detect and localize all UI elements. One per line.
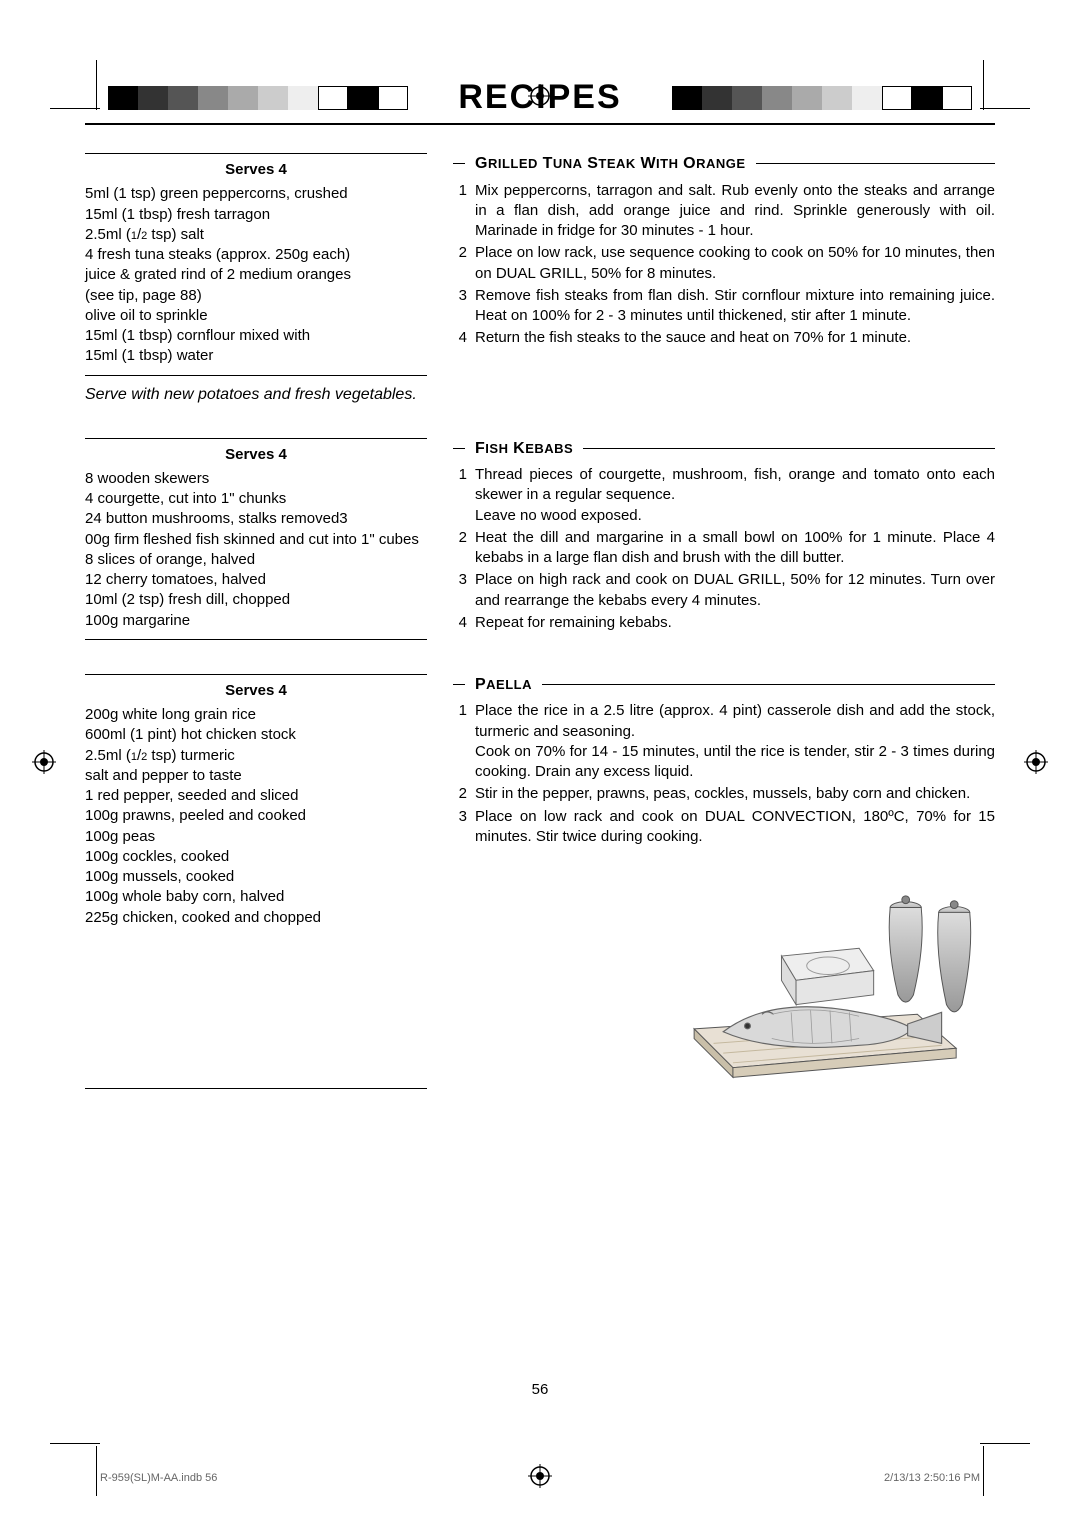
ingredient-line: 600ml (1 pint) hot chicken stock xyxy=(85,725,427,745)
crop-mark xyxy=(50,1443,100,1444)
ingredient-line: 225g chicken, cooked and chopped xyxy=(85,908,427,928)
instruction-step: 2Stir in the pepper, prawns, peas, cockl… xyxy=(453,784,995,804)
footer-file-info: R-959(SL)M-AA.indb 56 xyxy=(100,1472,217,1484)
instruction-step: 3Place on low rack and cook on DUAL CONV… xyxy=(453,807,995,848)
ingredient-line: 2.5ml (1/2 tsp) turmeric xyxy=(85,746,427,766)
serves-label: Serves 4 xyxy=(85,445,427,465)
instruction-step: 2Place on low rack, use sequence cooking… xyxy=(453,243,995,284)
ingredient-line: 1 red pepper, seeded and sliced xyxy=(85,786,427,806)
ingredient-line: 100g margarine xyxy=(85,611,427,631)
registration-mark-left xyxy=(32,750,56,774)
ingredient-line: 24 button mushrooms, stalks removed3 xyxy=(85,509,427,529)
instruction-step: 4Repeat for remaining kebabs. xyxy=(453,613,995,633)
ingredient-line: 00g firm fleshed fish skinned and cut in… xyxy=(85,530,427,550)
instruction-step: 1Mix peppercorns, tarragon and salt. Rub… xyxy=(453,181,995,242)
fish-illustration xyxy=(665,859,995,1088)
registration-mark-bottom xyxy=(528,1464,552,1488)
ingredient-line: 100g cockles, cooked xyxy=(85,847,427,867)
ingredient-line: 4 courgette, cut into 1" chunks xyxy=(85,489,427,509)
recipe-title: PAELLA xyxy=(453,674,995,696)
instructions-box: FISH KEBABS 1Thread pieces of courgette, … xyxy=(453,438,995,640)
recipe-title: FISH KEBABS xyxy=(453,438,995,460)
page-content: RECIPES Serves 4 5ml (1 tsp) green pepper… xyxy=(85,78,995,1438)
ingredient-line: olive oil to sprinkle xyxy=(85,306,427,326)
page-number: 56 xyxy=(85,1381,995,1398)
footer-timestamp: 2/13/13 2:50:16 PM xyxy=(884,1472,980,1484)
ingredients-box: Serves 4 200g white long grain rice600ml … xyxy=(85,674,427,1089)
ingredient-line: 8 slices of orange, halved xyxy=(85,550,427,570)
crop-mark xyxy=(96,1446,97,1496)
recipe-row: Serves 4 200g white long grain rice600ml … xyxy=(85,674,995,1089)
ingredients-note: Serve with new potatoes and fresh vegeta… xyxy=(85,386,427,404)
ingredient-line: 10ml (2 tsp) fresh dill, chopped xyxy=(85,590,427,610)
serves-label: Serves 4 xyxy=(85,681,427,701)
recipe-row: Serves 4 8 wooden skewers4 courgette, cut… xyxy=(85,438,995,640)
ingredient-line: 200g white long grain rice xyxy=(85,705,427,725)
ingredient-line: 15ml (1 tbsp) fresh tarragon xyxy=(85,205,427,225)
ingredients-box: Serves 4 8 wooden skewers4 courgette, cut… xyxy=(85,438,427,640)
registration-mark-right xyxy=(1024,750,1048,774)
recipe-title: GRILLED TUNA STEAK WITH ORANGE xyxy=(453,153,995,175)
recipe-row: Serves 4 5ml (1 tsp) green peppercorns, c… xyxy=(85,153,995,404)
ingredient-line: juice & grated rind of 2 medium oranges xyxy=(85,265,427,285)
ingredient-line: 15ml (1 tbsp) cornflour mixed with xyxy=(85,326,427,346)
crop-mark xyxy=(980,1443,1030,1444)
ingredient-line: 100g mussels, cooked xyxy=(85,867,427,887)
ingredient-line: 8 wooden skewers xyxy=(85,469,427,489)
instruction-step: 3Place on high rack and cook on DUAL GRI… xyxy=(453,570,995,611)
ingredient-line: 100g prawns, peeled and cooked xyxy=(85,806,427,826)
ingredient-line: 5ml (1 tsp) green peppercorns, crushed xyxy=(85,184,427,204)
ingredient-line: 100g whole baby corn, halved xyxy=(85,887,427,907)
ingredients-box: Serves 4 5ml (1 tsp) green peppercorns, c… xyxy=(85,153,427,376)
ingredient-line: 2.5ml (1/2 tsp) salt xyxy=(85,225,427,245)
serves-label: Serves 4 xyxy=(85,160,427,180)
ingredient-line: salt and pepper to taste xyxy=(85,766,427,786)
crop-mark xyxy=(983,1446,984,1496)
instructions-box: GRILLED TUNA STEAK WITH ORANGE 1Mix peppe… xyxy=(453,153,995,404)
instructions-box: PAELLA 1Place the rice in a 2.5 litre (ap… xyxy=(453,674,995,1089)
instruction-step: 1Thread pieces of courgette, mushroom, f… xyxy=(453,465,995,526)
ingredient-line: 15ml (1 tbsp) water xyxy=(85,346,427,366)
page-title: RECIPES xyxy=(85,78,995,125)
instruction-step: 3Remove fish steaks from flan dish. Stir… xyxy=(453,286,995,327)
ingredient-line: 4 fresh tuna steaks (approx. 250g each) xyxy=(85,245,427,265)
instruction-step: 4Return the fish steaks to the sauce and… xyxy=(453,328,995,348)
instruction-step: 1Place the rice in a 2.5 litre (approx. … xyxy=(453,701,995,782)
ingredient-line: 100g peas xyxy=(85,827,427,847)
instruction-step: 2Heat the dill and margarine in a small … xyxy=(453,528,995,569)
ingredient-line: (see tip, page 88) xyxy=(85,286,427,306)
ingredient-line: 12 cherry tomatoes, halved xyxy=(85,570,427,590)
